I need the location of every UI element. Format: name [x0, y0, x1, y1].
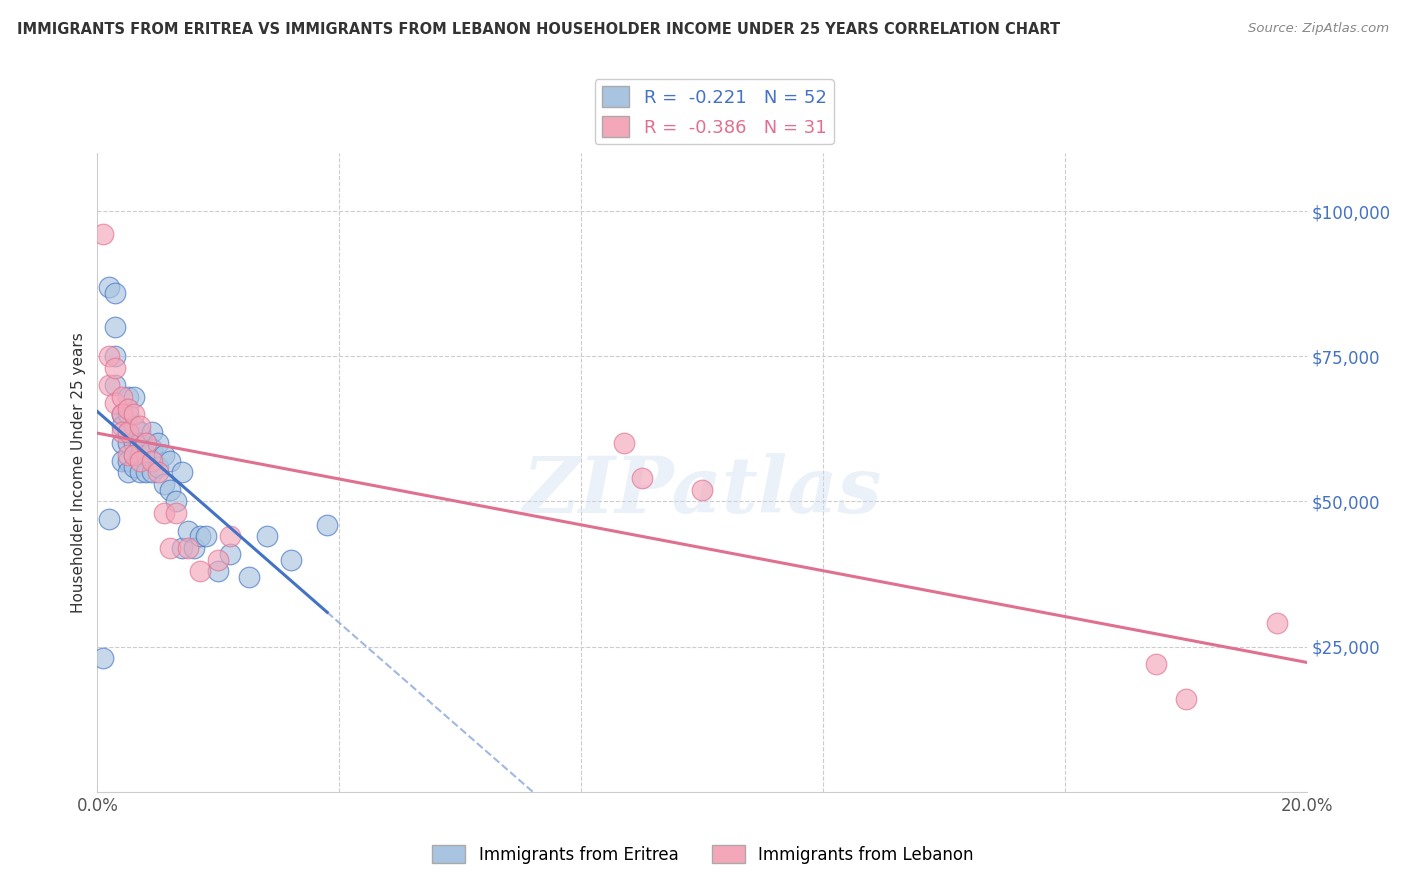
- Point: [135, 448, 157, 462]
- Y-axis label: Householder Income Under 25 years: Householder Income Under 25 years: [72, 332, 86, 613]
- Point: [219, 529, 242, 543]
- Point: [93, 227, 115, 242]
- Point: [128, 425, 150, 439]
- Point: [207, 564, 229, 578]
- Text: ZIPatlas: ZIPatlas: [523, 453, 882, 530]
- Point: [128, 466, 150, 480]
- Point: [122, 390, 145, 404]
- Point: [117, 436, 139, 450]
- Point: [110, 419, 132, 434]
- Point: [93, 651, 115, 665]
- Point: [146, 466, 169, 480]
- Point: [98, 378, 121, 392]
- Point: [128, 454, 150, 468]
- Point: [104, 350, 127, 364]
- Point: [117, 401, 139, 416]
- Legend: R =  -0.221   N = 52, R =  -0.386   N = 31: R = -0.221 N = 52, R = -0.386 N = 31: [595, 79, 834, 145]
- Point: [141, 425, 163, 439]
- Point: [110, 408, 132, 422]
- Point: [141, 466, 163, 480]
- Point: [117, 425, 139, 439]
- Point: [612, 436, 634, 450]
- Point: [316, 517, 339, 532]
- Point: [98, 512, 121, 526]
- Point: [117, 425, 139, 439]
- Point: [128, 448, 150, 462]
- Point: [690, 483, 713, 497]
- Point: [117, 448, 139, 462]
- Point: [177, 524, 200, 538]
- Point: [159, 541, 181, 555]
- Point: [110, 425, 132, 439]
- Point: [256, 529, 278, 543]
- Point: [188, 529, 211, 543]
- Point: [177, 541, 200, 555]
- Point: [135, 436, 157, 450]
- Point: [188, 564, 211, 578]
- Point: [153, 506, 176, 520]
- Point: [135, 436, 157, 450]
- Point: [110, 436, 132, 450]
- Point: [110, 454, 132, 468]
- Point: [630, 471, 652, 485]
- Point: [1265, 616, 1288, 631]
- Point: [122, 436, 145, 450]
- Text: IMMIGRANTS FROM ERITREA VS IMMIGRANTS FROM LEBANON HOUSEHOLDER INCOME UNDER 25 Y: IMMIGRANTS FROM ERITREA VS IMMIGRANTS FR…: [17, 22, 1060, 37]
- Point: [117, 466, 139, 480]
- Legend: Immigrants from Eritrea, Immigrants from Lebanon: Immigrants from Eritrea, Immigrants from…: [426, 838, 980, 871]
- Point: [117, 408, 139, 422]
- Point: [122, 408, 145, 422]
- Point: [122, 448, 145, 462]
- Point: [141, 442, 163, 457]
- Point: [104, 396, 127, 410]
- Point: [117, 390, 139, 404]
- Point: [110, 408, 132, 422]
- Point: [1175, 691, 1198, 706]
- Point: [170, 466, 193, 480]
- Point: [1144, 657, 1167, 671]
- Point: [195, 529, 218, 543]
- Point: [128, 419, 150, 434]
- Point: [159, 454, 181, 468]
- Point: [146, 436, 169, 450]
- Point: [104, 285, 127, 300]
- Point: [122, 419, 145, 434]
- Point: [110, 408, 132, 422]
- Text: Source: ZipAtlas.com: Source: ZipAtlas.com: [1249, 22, 1389, 36]
- Point: [104, 361, 127, 376]
- Point: [110, 390, 132, 404]
- Point: [159, 483, 181, 497]
- Point: [117, 454, 139, 468]
- Point: [128, 436, 150, 450]
- Point: [98, 350, 121, 364]
- Point: [153, 448, 176, 462]
- Point: [146, 459, 169, 474]
- Point: [165, 494, 187, 508]
- Point: [219, 547, 242, 561]
- Point: [141, 454, 163, 468]
- Point: [207, 552, 229, 566]
- Point: [122, 459, 145, 474]
- Point: [122, 448, 145, 462]
- Point: [280, 552, 302, 566]
- Point: [104, 320, 127, 334]
- Point: [165, 506, 187, 520]
- Point: [238, 570, 260, 584]
- Point: [153, 477, 176, 491]
- Point: [104, 378, 127, 392]
- Point: [170, 541, 193, 555]
- Point: [183, 541, 205, 555]
- Point: [135, 466, 157, 480]
- Point: [98, 279, 121, 293]
